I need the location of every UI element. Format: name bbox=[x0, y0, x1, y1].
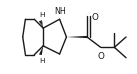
Text: H: H bbox=[39, 58, 45, 64]
Text: O: O bbox=[91, 13, 98, 22]
Polygon shape bbox=[66, 36, 87, 38]
Text: H: H bbox=[39, 12, 45, 18]
Polygon shape bbox=[39, 46, 43, 55]
Text: O: O bbox=[98, 52, 105, 61]
Text: NH: NH bbox=[54, 7, 66, 16]
